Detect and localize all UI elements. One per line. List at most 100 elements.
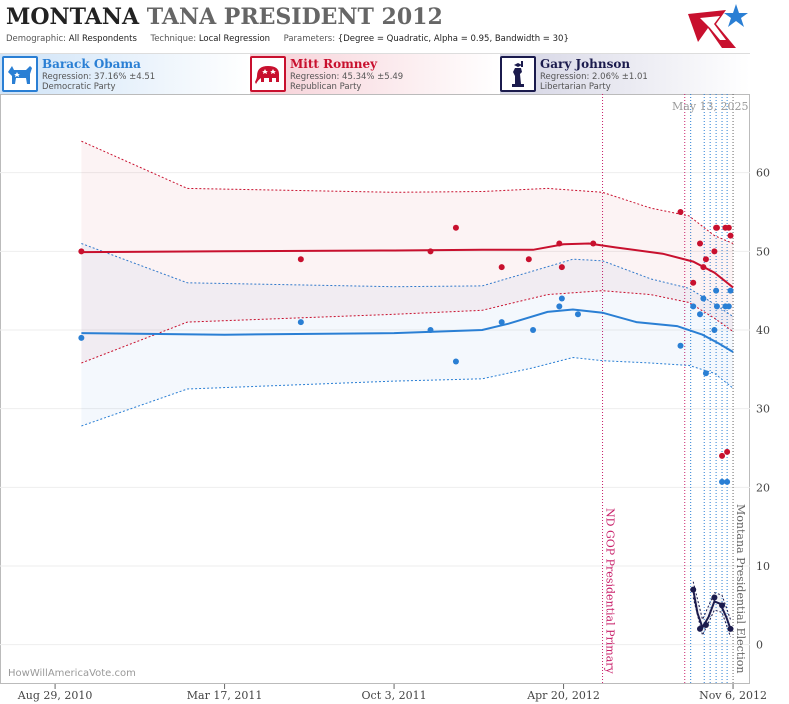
event-label: Montana Presidential Election bbox=[734, 504, 747, 673]
y-tick-label: 60 bbox=[756, 167, 770, 180]
candidate-regression: Regression: 2.06% ±1.01 bbox=[540, 72, 648, 82]
data-point bbox=[525, 256, 532, 263]
data-point bbox=[452, 224, 459, 231]
candidate-party: Democratic Party bbox=[42, 82, 116, 92]
data-point bbox=[727, 232, 734, 239]
candidate-name: Mitt Romney bbox=[290, 57, 378, 71]
data-point bbox=[724, 478, 731, 485]
y-tick-label: 20 bbox=[756, 481, 770, 494]
data-point bbox=[697, 240, 703, 247]
trend-line bbox=[81, 308, 734, 353]
technique-value: Local Regression bbox=[198, 34, 271, 44]
data-point bbox=[558, 264, 565, 271]
data-point bbox=[690, 279, 697, 286]
data-point bbox=[719, 478, 726, 485]
title-rest: TANA PRESIDENT 2012 bbox=[146, 4, 443, 30]
data-point bbox=[590, 240, 597, 247]
data-point bbox=[725, 224, 732, 231]
candidate-name: Gary Johnson bbox=[540, 57, 631, 71]
candidate-legend: Barack Obama Regression: 37.16% ±4.51 De… bbox=[0, 53, 750, 95]
candidate-romney: Mitt Romney Regression: 45.34% ±5.49 Rep… bbox=[250, 56, 490, 92]
data-point bbox=[702, 256, 709, 263]
data-point bbox=[697, 311, 703, 318]
data-point bbox=[719, 452, 726, 459]
data-point bbox=[498, 264, 505, 271]
data-point bbox=[700, 295, 707, 302]
data-point bbox=[713, 287, 720, 294]
data-point bbox=[78, 334, 85, 341]
trend-line bbox=[692, 589, 732, 630]
watermark: HowWillAmericaVote.com bbox=[8, 668, 136, 679]
trend-line bbox=[81, 242, 734, 289]
candidate-strip-background bbox=[0, 54, 750, 94]
title-main: MONTANA bbox=[6, 4, 140, 30]
y-tick-label: 10 bbox=[756, 560, 770, 573]
data-point bbox=[690, 586, 697, 593]
site-logo-icon bbox=[688, 4, 748, 48]
data-point bbox=[297, 319, 304, 326]
band-lower-line bbox=[692, 597, 731, 637]
x-tick-label: Apr 20, 2012 bbox=[526, 689, 600, 702]
data-point bbox=[711, 327, 718, 333]
data-point bbox=[702, 370, 709, 377]
data-point bbox=[498, 319, 505, 326]
data-point bbox=[711, 594, 718, 601]
band-upper-line bbox=[81, 140, 734, 244]
page-title: MONTANA TANA PRESIDENT 2012 bbox=[6, 4, 443, 30]
candidate-name: Barack Obama bbox=[42, 57, 141, 71]
data-point bbox=[530, 327, 537, 333]
poll-chart: 0 10 20 30 40 50 60 Aug 29, 2010 Mar 17, 2011 Oct… bbox=[0, 94, 770, 702]
data-point bbox=[727, 287, 734, 294]
band-upper-line bbox=[692, 581, 731, 622]
data-point bbox=[702, 622, 709, 628]
y-tick-label: 40 bbox=[756, 324, 770, 337]
demographic-value: All Respondents bbox=[68, 34, 137, 44]
data-point bbox=[727, 625, 734, 632]
candidate-regression: Regression: 37.16% ±4.51 bbox=[42, 72, 156, 82]
parameters-value: {Degree = Quadratic, Alpha = 0.95, Bandw… bbox=[337, 34, 569, 44]
parameters-label: Parameters: bbox=[283, 34, 336, 44]
data-point bbox=[556, 303, 563, 310]
data-point bbox=[78, 248, 85, 255]
band-lower-line bbox=[81, 356, 734, 427]
chart-header: MONTANA TANA PRESIDENT 2012 Demographic:… bbox=[0, 0, 750, 52]
band-lower-line bbox=[81, 290, 734, 364]
data-point bbox=[724, 448, 731, 455]
plot-frame bbox=[0, 94, 750, 684]
confidence-band bbox=[81, 141, 734, 363]
data-point bbox=[427, 248, 434, 255]
data-point bbox=[700, 264, 707, 271]
candidate-obama: Barack Obama Regression: 37.16% ±4.51 De… bbox=[2, 56, 242, 92]
candidate-regression: Regression: 45.34% ±5.49 bbox=[290, 72, 404, 82]
x-tick-label: Aug 29, 2010 bbox=[17, 689, 93, 702]
data-point bbox=[452, 358, 459, 365]
data-point bbox=[558, 295, 565, 302]
date-stamp: May 13, 2025 bbox=[672, 100, 749, 113]
x-tick-label: Mar 17, 2011 bbox=[187, 689, 263, 702]
event-label: ND GOP Presidential Primary bbox=[604, 508, 617, 675]
data-point bbox=[713, 224, 720, 231]
data-point bbox=[574, 311, 581, 318]
data-point bbox=[690, 303, 697, 310]
candidate-party: Libertarian Party bbox=[540, 82, 611, 92]
y-tick-label: 50 bbox=[756, 245, 770, 258]
band-upper-line bbox=[81, 243, 734, 318]
data-point bbox=[297, 256, 304, 263]
candidate-party: Republican Party bbox=[290, 82, 362, 92]
data-point bbox=[427, 327, 434, 333]
data-point bbox=[677, 209, 684, 215]
statue-of-liberty-icon bbox=[500, 56, 536, 92]
donkey-icon bbox=[2, 56, 38, 92]
demographic-label: Demographic: bbox=[6, 34, 67, 44]
elephant-icon bbox=[250, 56, 286, 92]
data-point bbox=[711, 248, 718, 255]
data-point bbox=[697, 625, 703, 632]
candidate-johnson: Gary Johnson Regression: 2.06% ±1.01 Lib… bbox=[500, 56, 740, 92]
x-tick-label: Oct 3, 2011 bbox=[362, 689, 427, 702]
technique-label: Technique: bbox=[150, 34, 197, 44]
parameters-line: Demographic: All Respondents Technique: … bbox=[6, 34, 569, 44]
data-point bbox=[713, 303, 720, 310]
y-tick-label: 0 bbox=[756, 639, 763, 652]
data-point bbox=[556, 240, 563, 247]
confidence-band bbox=[81, 243, 734, 426]
